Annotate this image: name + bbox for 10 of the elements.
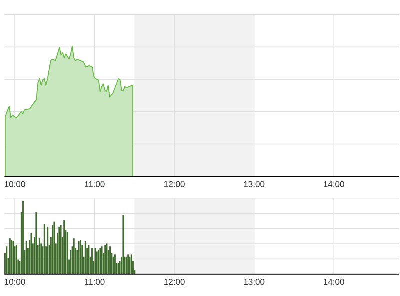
x-tick-label: 10:00: [5, 181, 26, 188]
x-tick-label: 12:00: [164, 181, 185, 188]
x-tick-label: 11:00: [85, 278, 105, 286]
x-tick-label: 13:00: [244, 181, 265, 188]
x-tick-label: 12:00: [164, 278, 185, 286]
x-tick-label: 13:00: [244, 278, 265, 286]
x-tick-label: 10:00: [5, 278, 26, 286]
x-tick-label: 14:00: [324, 278, 344, 286]
x-tick-label: 11:00: [85, 181, 105, 188]
x-tick-label: 14:00: [324, 181, 344, 188]
